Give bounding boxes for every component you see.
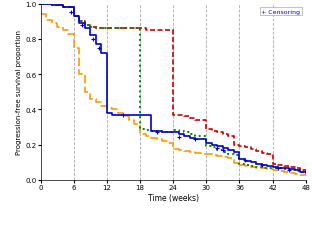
X-axis label: Time (weeks): Time (weeks) (148, 193, 199, 202)
Text: + Censoring: + Censoring (261, 10, 300, 15)
Y-axis label: Progression-free survival proportion: Progression-free survival proportion (16, 30, 22, 155)
